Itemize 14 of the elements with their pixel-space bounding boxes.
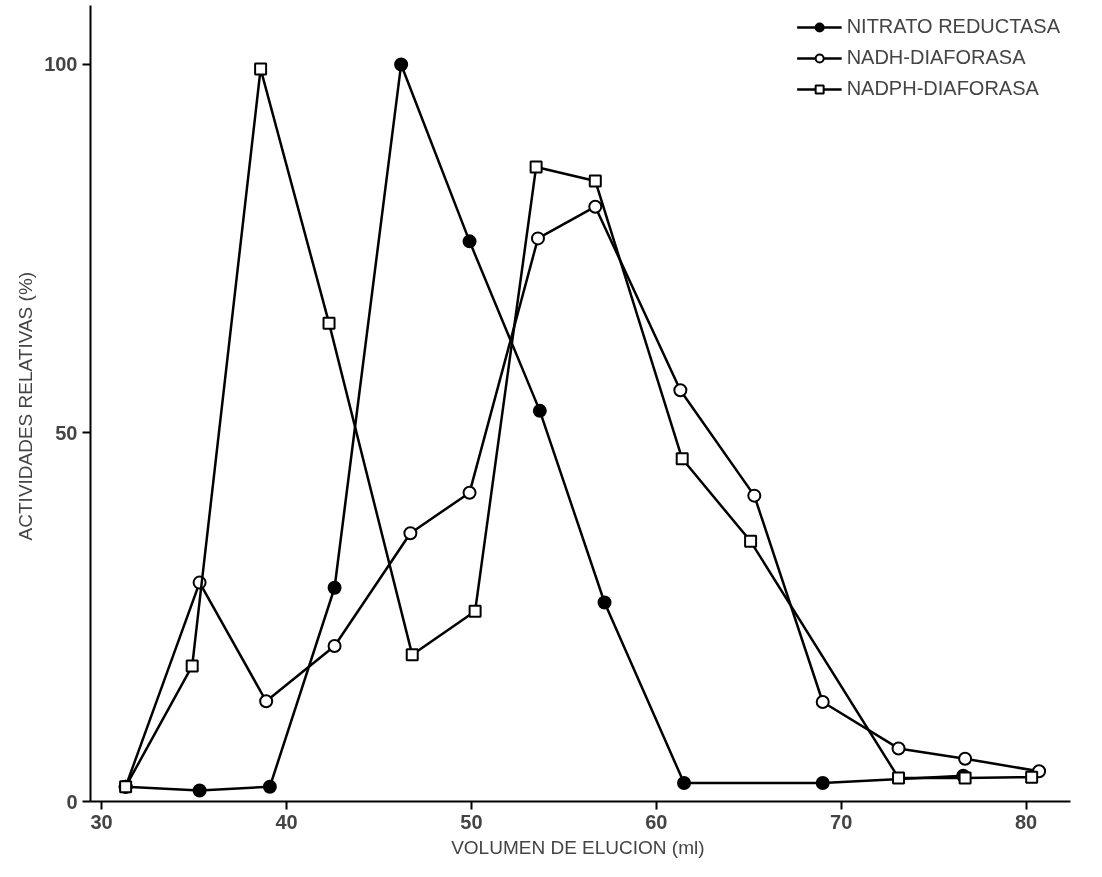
- legend-label: NADH-DIAFORASA: [846, 46, 1026, 69]
- x-tick-label: 30: [90, 810, 113, 833]
- x-axis-title: VOLUMEN DE ELUCION (ml): [451, 836, 705, 858]
- legend-label: NITRATO REDUCTASA: [846, 15, 1060, 38]
- y-tick-label: 0: [66, 790, 78, 813]
- y-tick-label: 100: [44, 53, 78, 76]
- x-tick-label: 40: [275, 810, 298, 833]
- legend-label: NADPH-DIAFORASA: [846, 77, 1039, 100]
- x-tick-label: 60: [645, 810, 668, 833]
- y-tick-label: 50: [55, 421, 78, 444]
- x-tick-label: 70: [830, 810, 853, 833]
- y-axis-title: ACTIVIDADES RELATIVAS (%): [15, 271, 37, 541]
- x-tick-label: 50: [460, 810, 483, 833]
- x-tick-label: 80: [1015, 810, 1038, 833]
